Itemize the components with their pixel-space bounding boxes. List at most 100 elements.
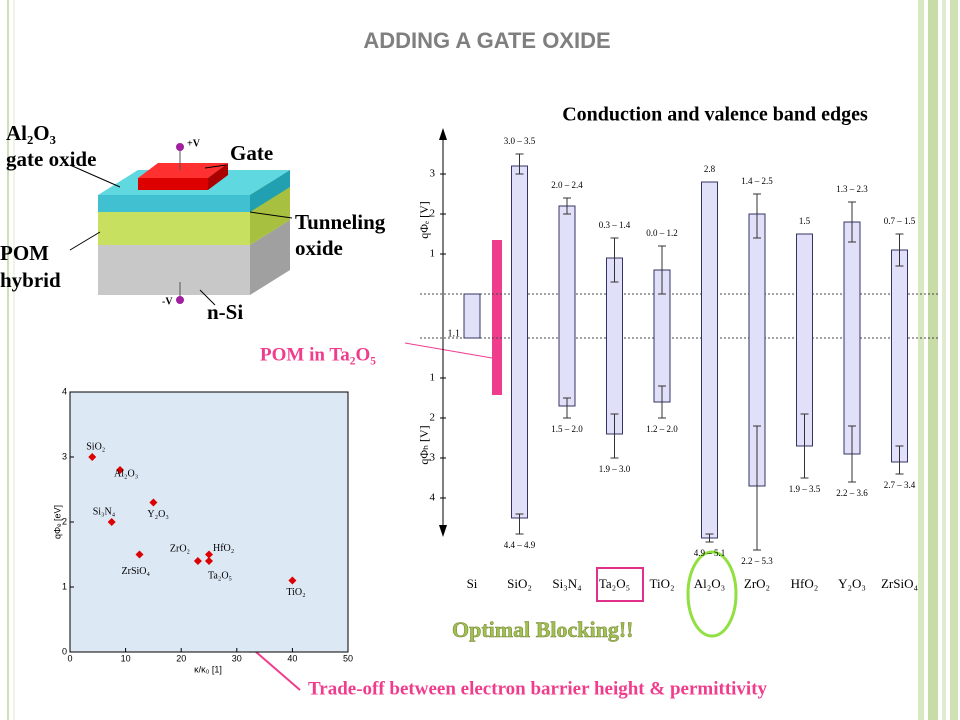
y-tick-label: 1 [62, 581, 67, 591]
axis-arrow [439, 525, 447, 537]
point-label: HfO₂ [213, 543, 234, 554]
point [149, 498, 158, 507]
x-tick-label: 40 [287, 653, 297, 663]
stripe [950, 0, 958, 720]
device-label: Tunneling [295, 210, 386, 234]
point [135, 550, 144, 559]
gap-label: 1.1 [448, 328, 461, 339]
band-bar [701, 181, 718, 539]
blocking-callout: Optimal Blocking!! [452, 617, 634, 642]
point-label: Si₃N₄ [93, 506, 116, 517]
x-tick-label: HfO₂ [791, 576, 819, 591]
value-label: 1.3 – 2.3 [836, 184, 868, 194]
axis-arrow [439, 128, 447, 140]
x-tick-label: ZrO₂ [744, 576, 770, 591]
x-tick-label: TiO₂ [649, 576, 674, 591]
point-label: TiO₂ [286, 587, 305, 598]
value-label: 1.9 – 3.0 [599, 464, 631, 474]
value-label: 1.4 – 2.5 [741, 176, 773, 186]
value-label: 1.2 – 2.0 [646, 424, 678, 434]
point [205, 550, 213, 559]
point [288, 576, 297, 585]
slide-title: ADDING A GATE OXIDE [363, 28, 610, 53]
pointer [404, 342, 493, 359]
axis-label: κ/κ₀ [1] [194, 664, 222, 674]
value-label: 2.2 – 3.6 [836, 488, 868, 498]
point-label: SiO₂ [86, 441, 105, 452]
y-tick-label: 3 [430, 452, 436, 464]
x-tick-label: 30 [232, 653, 242, 663]
point [88, 453, 97, 461]
point [193, 557, 202, 565]
device-label: POM [0, 241, 49, 265]
x-tick-label: 20 [176, 653, 186, 663]
point-label: Y₂O₃ [147, 509, 168, 520]
device-label: n-Si [207, 300, 243, 324]
axis-label: qΦₑ [eV] [52, 505, 62, 539]
stripe [918, 0, 924, 720]
band-bar [891, 249, 908, 463]
device-label: +V [187, 138, 201, 149]
x-tick-label: Y₂O₃ [838, 576, 866, 591]
device-label: gate oxide [6, 147, 96, 171]
point [107, 518, 116, 526]
band-bar [511, 165, 528, 519]
value-label: 2.0 – 2.4 [551, 180, 583, 190]
value-label: 2.2 – 5.3 [741, 556, 773, 566]
y-tick-label: 3 [62, 451, 67, 461]
highlight-box [596, 567, 644, 602]
y-tick-label: 4 [62, 386, 67, 396]
x-tick-label: ZrSiO₄ [881, 576, 919, 591]
pom-bar [492, 240, 502, 395]
axis-label: qΦₕ [V] [417, 425, 431, 464]
point-label: ZrSiO₄ [122, 566, 151, 577]
y-tick-label: 0 [62, 646, 67, 656]
band-bar [606, 257, 623, 435]
y-tick-label: 2 [62, 516, 67, 526]
band-bar [558, 205, 576, 407]
highlight-ellipse [686, 550, 738, 638]
value-label: 2.8 [704, 164, 716, 174]
value-label: 4.4 – 4.9 [504, 540, 536, 550]
x-tick-label: 0 [67, 653, 72, 663]
value-label: 1.5 – 2.0 [551, 424, 583, 434]
pom-callout: POM in Ta₂O₅ [260, 344, 376, 365]
x-tick-label: Si₃N₄ [552, 576, 582, 591]
x-tick-label: SiO₂ [507, 576, 532, 591]
plot-area [69, 391, 349, 653]
point-label: Ta₂O₅ [208, 570, 232, 581]
device-label: -V [162, 296, 173, 307]
stripe [928, 0, 938, 720]
device-label: Al₂O₃ [6, 121, 56, 145]
x-tick-label: Al₂O₃ [694, 576, 725, 591]
band-bar [463, 293, 481, 339]
point-label: Al₂O₃ [114, 468, 138, 479]
point-label: ZrO₂ [170, 543, 190, 554]
device-label: Gate [230, 141, 273, 165]
device-label: hybrid [0, 268, 61, 292]
value-label: 0.7 – 1.5 [884, 216, 916, 226]
band-bar [843, 221, 861, 455]
tradeoff-callout: Trade-off between electron barrier heigh… [308, 678, 768, 699]
x-tick-label: Si [467, 576, 478, 591]
value-label: 1.9 – 3.5 [789, 484, 821, 494]
device-label: oxide [295, 236, 343, 260]
value-label: 2.7 – 3.4 [884, 480, 916, 490]
y-tick-label: 4 [430, 492, 436, 504]
value-label: 0.3 – 1.4 [599, 220, 631, 230]
y-tick-label: 2 [430, 412, 436, 424]
value-label: 0.0 – 1.2 [646, 228, 678, 238]
stripe [942, 0, 946, 720]
value-label: 4.9 – 5.1 [694, 548, 726, 558]
value-label: 1.5 [799, 216, 811, 226]
value-label: 3.0 – 3.5 [504, 136, 536, 146]
x-tick-label: 50 [343, 653, 353, 663]
x-tick-label: 10 [121, 653, 131, 663]
device-diagram [69, 143, 293, 306]
y-tick-label: 2 [430, 208, 436, 220]
y-tick-label: 3 [430, 168, 436, 180]
y-tick-label: 1 [430, 372, 436, 384]
point [205, 557, 213, 565]
